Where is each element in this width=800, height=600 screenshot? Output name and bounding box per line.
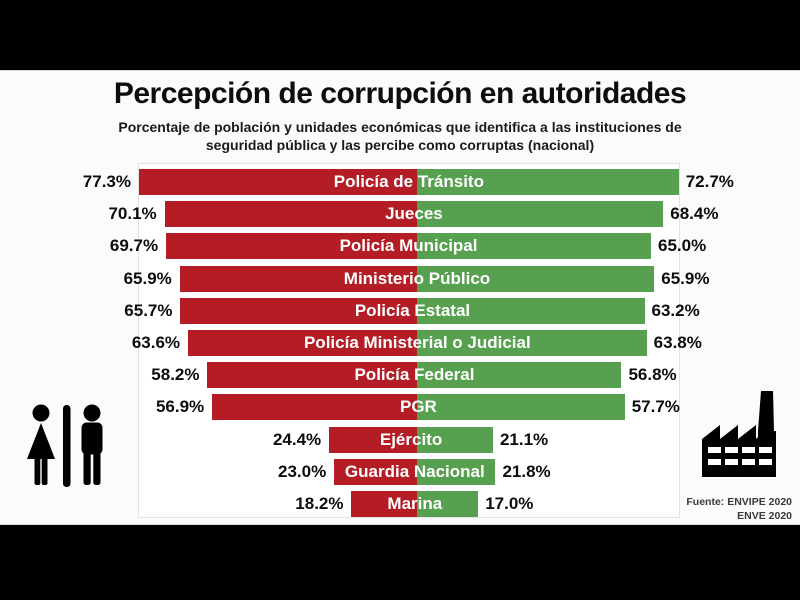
- right-value-label: 68.4%: [670, 204, 719, 224]
- right-value-label: 65.9%: [661, 268, 710, 288]
- people-icon: [24, 403, 112, 495]
- left-value-label: 63.6%: [131, 333, 181, 352]
- left-value-label: 65.9%: [123, 268, 172, 288]
- left-bar-segment: [188, 330, 417, 356]
- left-bar-segment: [164, 201, 417, 228]
- right-value-label: 17.0%: [485, 494, 534, 513]
- right-bar-segment: [417, 491, 479, 517]
- page-title: Percepción de corrupción en autoridades: [113, 77, 687, 110]
- right-bar-segment: [417, 201, 664, 228]
- bar-row: 24.4% Ejército 21.1%: [139, 426, 679, 453]
- right-value-label: 21.8%: [502, 461, 551, 481]
- left-value-label: 24.4%: [272, 429, 322, 449]
- right-bar-segment: [417, 265, 655, 292]
- right-value-label: 63.8%: [653, 333, 702, 352]
- category-label: Policía Federal: [354, 365, 475, 385]
- right-bar-segment: [417, 458, 496, 485]
- right-value-label: 57.7%: [631, 397, 680, 417]
- bar-row: 63.6% Policía Ministerial o Judicial 63.8%: [132, 330, 702, 356]
- left-bar-segment: [207, 362, 417, 389]
- bar-row: 70.1% Jueces 68.4%: [108, 201, 718, 228]
- right-value-label: 63.2%: [651, 300, 700, 320]
- bar-row: 65.9% Ministerio Público 65.9%: [124, 265, 709, 292]
- left-value-label: 69.7%: [109, 236, 159, 256]
- left-bar-segment: [329, 426, 417, 453]
- content-area: Percepción de corrupción en autoridades …: [0, 70, 800, 525]
- category-label: Ministerio Público: [343, 268, 491, 288]
- right-value-label: 56.8%: [628, 365, 677, 385]
- left-value-label: 77.3%: [82, 172, 131, 191]
- left-bar-segment: [351, 491, 417, 517]
- right-value-label: 21.1%: [499, 429, 549, 449]
- factory-icon: [696, 387, 788, 481]
- letterbox-bottom: [0, 525, 800, 600]
- left-bar-segment: [139, 169, 417, 195]
- category-label: Policía de Tránsito: [333, 172, 484, 191]
- source-line-2: ENVE 2020: [737, 510, 792, 523]
- left-value-label: 65.7%: [124, 300, 173, 320]
- right-value-label: 72.7%: [685, 172, 734, 191]
- bar-row: 58.2% Policía Federal 56.8%: [139, 362, 679, 389]
- bar-row: 23.0% Guardia Nacional 21.8%: [139, 458, 679, 485]
- right-bar-segment: [417, 426, 493, 453]
- left-value-label: 58.2%: [151, 365, 200, 385]
- right-bar-segment: [417, 330, 647, 356]
- left-bar-segment: [166, 233, 417, 260]
- bar-row: 65.7% Policía Estatal 63.2%: [124, 297, 700, 324]
- left-bar-segment: [212, 394, 417, 421]
- right-bar-segment: [417, 233, 651, 260]
- right-bar-segment: [417, 169, 679, 195]
- bar-row: 56.9% PGR 57.7%: [139, 394, 680, 421]
- left-bar-segment: [180, 297, 417, 324]
- source-note: Fuente: ENVIPE 2020 ENVE 2020: [686, 495, 792, 523]
- right-bar-segment: [417, 297, 645, 324]
- category-label: Guardia Nacional: [344, 461, 485, 481]
- category-label: Jueces: [385, 204, 443, 224]
- right-value-label: 65.0%: [658, 236, 707, 256]
- left-value-label: 18.2%: [295, 494, 344, 513]
- bar-row: 77.3% Policía de Tránsito 72.7%: [83, 169, 734, 195]
- right-bar-segment: [417, 362, 622, 389]
- bar-row: 18.2% Marina 17.0%: [139, 491, 679, 517]
- category-label: Policía Estatal: [354, 300, 471, 320]
- category-label: Policía Ministerial o Judicial: [303, 333, 531, 352]
- category-label: Marina: [387, 494, 443, 513]
- chart-panel: 77.3% Policía de Tránsito 72.7% 70.1% Jueces…: [83, 163, 734, 518]
- left-bar-segment: [334, 458, 417, 485]
- left-value-label: 23.0%: [278, 461, 327, 481]
- category-label: PGR: [400, 397, 437, 417]
- page-subtitle: Porcentaje de población y unidades econó…: [118, 119, 682, 153]
- category-label: Ejército: [379, 429, 443, 449]
- category-label: Policía Municipal: [339, 236, 478, 256]
- bar-row: 69.7% Policía Municipal 65.0%: [110, 233, 706, 260]
- source-line-1: Fuente: ENVIPE 2020: [686, 496, 792, 508]
- left-bar-segment: [179, 265, 417, 292]
- left-value-label: 70.1%: [108, 204, 157, 224]
- letterbox-top: [0, 0, 800, 70]
- left-value-label: 56.9%: [155, 397, 205, 417]
- right-bar-segment: [417, 394, 625, 421]
